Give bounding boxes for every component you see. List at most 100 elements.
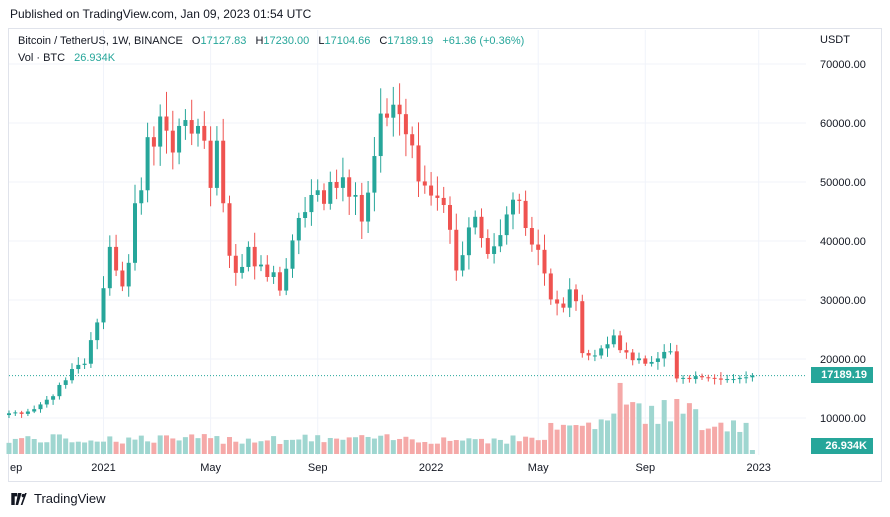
volume-bar <box>365 436 371 454</box>
volume-bar <box>63 438 69 454</box>
candle-body <box>624 350 629 353</box>
candle-body <box>599 348 604 356</box>
candle-body <box>82 363 87 365</box>
y-tick-label: 40000.00 <box>820 236 866 248</box>
candle-body <box>504 214 509 236</box>
volume-bar <box>523 436 529 454</box>
volume-bar <box>491 438 497 454</box>
candle-body <box>580 301 585 354</box>
volume-bar <box>636 403 642 454</box>
candle-body <box>643 358 648 364</box>
candle-body <box>133 203 137 263</box>
candle-body <box>725 379 730 381</box>
candle-body <box>429 185 434 196</box>
candle-body <box>322 190 326 204</box>
volume-bar <box>258 441 264 454</box>
volume-bar <box>321 442 327 454</box>
volume-bar <box>743 422 749 454</box>
volume-bar <box>176 440 182 454</box>
candle-body <box>592 355 597 357</box>
volume-bar <box>674 398 680 454</box>
volume-bar <box>693 409 699 454</box>
candle-body <box>240 266 245 273</box>
tradingview-logo-icon[interactable] <box>10 492 28 505</box>
tradingview-brand[interactable]: TradingView <box>34 491 106 506</box>
candle-body <box>70 369 74 381</box>
volume-bar <box>579 425 585 454</box>
candle-body <box>574 289 578 302</box>
volume-bar <box>668 421 673 454</box>
open-label: O <box>191 35 201 47</box>
volume-bar <box>138 435 144 454</box>
candle-body <box>555 299 560 304</box>
candle-body <box>492 246 497 254</box>
y-tick-label: 60000.00 <box>820 118 866 130</box>
volume-bar <box>290 439 295 454</box>
y-tick-label: 10000.00 <box>820 413 866 425</box>
candle-body <box>498 235 503 247</box>
volume-bar <box>264 440 270 454</box>
volume-bar <box>472 439 478 454</box>
candle-body <box>340 177 345 188</box>
volume-bar <box>201 434 207 454</box>
candle-body <box>422 181 427 186</box>
candle-body <box>38 404 43 410</box>
volume-bar <box>497 439 503 454</box>
volume-bar <box>724 431 730 454</box>
y-tick-label: 30000.00 <box>820 295 866 307</box>
volume-bar <box>466 438 472 454</box>
volume-bar <box>208 438 214 454</box>
candle-body <box>479 216 484 239</box>
candle-body <box>13 412 18 414</box>
candle-body <box>397 104 402 115</box>
candle-body <box>177 125 182 153</box>
candle-body <box>536 244 541 250</box>
candle-body <box>466 227 471 256</box>
volume-bar <box>31 439 37 454</box>
candle-body <box>284 268 289 291</box>
volume-bar <box>554 429 560 454</box>
candle-body <box>693 376 698 380</box>
volume-bar <box>661 400 667 454</box>
candle-body <box>95 322 100 341</box>
symbol-label: Bitcoin / TetherUS, 1W, BINANCE <box>18 35 183 47</box>
volume-bar <box>245 438 251 454</box>
candle-body <box>706 377 711 379</box>
volume-bar <box>712 426 718 454</box>
volume-bar <box>422 441 428 454</box>
candle-body <box>586 353 591 356</box>
volume-bar <box>592 429 598 454</box>
volume-bar <box>214 436 220 454</box>
candle-body <box>25 411 30 414</box>
volume-bar <box>485 443 491 454</box>
candle-body <box>158 116 163 147</box>
volume-bar <box>164 435 169 454</box>
volume-bar <box>119 443 125 454</box>
volume-bar <box>145 441 151 454</box>
volume-bar <box>38 442 43 454</box>
candle-body <box>655 358 660 362</box>
candle-body <box>561 303 566 308</box>
candle-body <box>750 375 755 378</box>
volume-legend: Vol · BTC 26.934K <box>18 52 115 64</box>
volume-bar <box>605 420 610 454</box>
x-tick-label: May <box>528 462 549 474</box>
volume-bar <box>731 420 736 454</box>
candle-body <box>196 125 200 134</box>
volume-bar <box>334 438 340 454</box>
candle-body <box>511 199 515 215</box>
volume-bar <box>630 402 636 454</box>
candle-body <box>523 200 528 229</box>
volume-bar <box>390 440 396 454</box>
volume-bar <box>315 435 321 454</box>
candle-body <box>529 228 534 245</box>
x-tick-label: Sep <box>308 462 328 474</box>
volume-bar <box>195 438 201 454</box>
volume-bar <box>12 438 18 454</box>
candle-body <box>57 384 62 397</box>
candle-body <box>227 203 232 256</box>
candle-body <box>542 249 547 274</box>
price-axis: 70000.00 60000.00 50000.00 40000.00 30000.00… <box>820 59 866 425</box>
volume-bar <box>378 435 384 454</box>
